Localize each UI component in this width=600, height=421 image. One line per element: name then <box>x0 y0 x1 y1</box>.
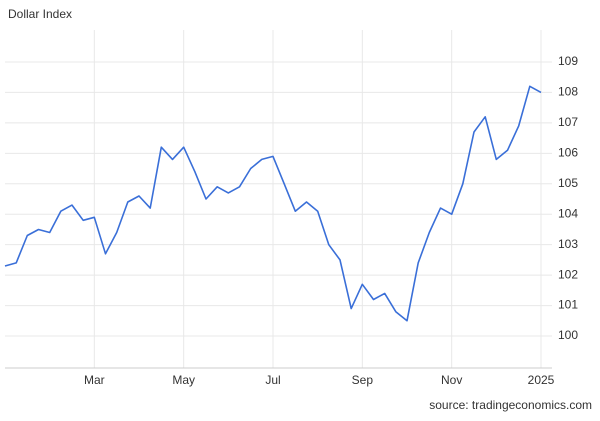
y-tick-label: 101 <box>558 298 578 312</box>
y-tick-label: 109 <box>558 54 578 68</box>
y-tick-label: 104 <box>558 206 578 220</box>
y-tick-label: 108 <box>558 85 578 99</box>
y-tick-label: 102 <box>558 267 578 281</box>
x-tick-label: May <box>172 373 195 387</box>
x-tick-label: Mar <box>84 373 105 387</box>
x-tick-label: 2025 <box>528 373 555 387</box>
y-tick-label: 103 <box>558 237 578 251</box>
y-tick-label: 106 <box>558 145 578 159</box>
y-tick-label: 100 <box>558 328 578 342</box>
x-tick-label: Nov <box>441 373 462 387</box>
y-tick-label: 107 <box>558 115 578 129</box>
chart-title: Dollar Index <box>8 7 72 21</box>
source: source: tradingeconomics.com <box>429 398 592 412</box>
x-tick-label: Jul <box>265 373 280 387</box>
x-tick-label: Sep <box>352 373 374 387</box>
data-line <box>4 85 542 322</box>
y-tick-label: 105 <box>558 176 578 190</box>
